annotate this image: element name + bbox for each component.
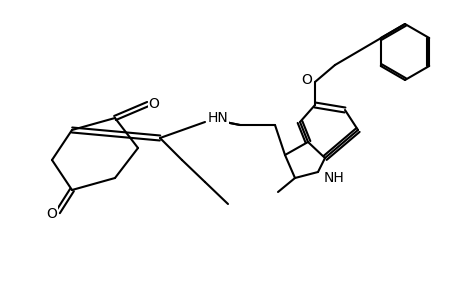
- Text: HN: HN: [207, 111, 228, 125]
- Text: O: O: [301, 73, 312, 87]
- Text: NH: NH: [323, 171, 344, 185]
- Text: O: O: [148, 97, 159, 111]
- Text: O: O: [46, 207, 57, 221]
